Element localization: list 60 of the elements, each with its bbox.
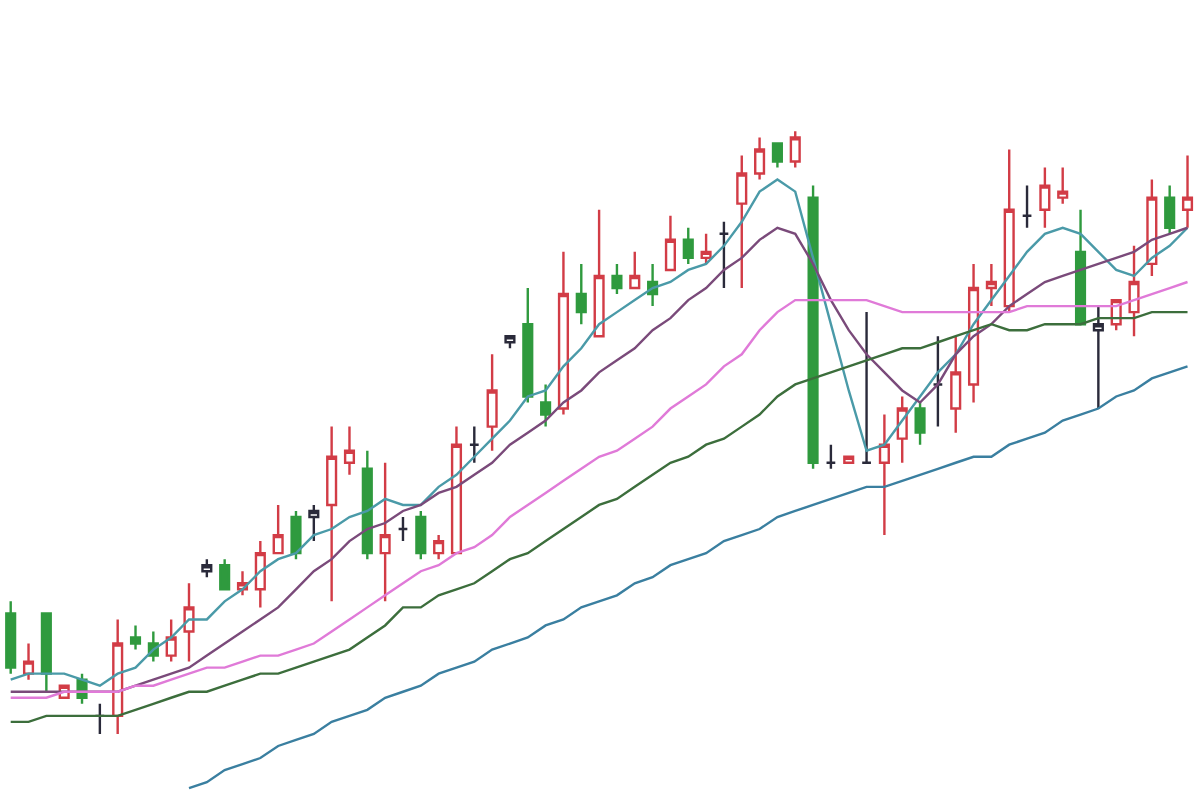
candlestick bbox=[593, 208, 605, 338]
candlestick bbox=[361, 449, 373, 561]
candlestick bbox=[629, 250, 641, 290]
candlestick bbox=[1021, 184, 1033, 229]
candlestick bbox=[540, 383, 552, 428]
candlestick bbox=[308, 503, 320, 543]
candlestick bbox=[1146, 178, 1158, 278]
candlestick bbox=[861, 310, 873, 464]
candlestick bbox=[290, 509, 302, 561]
candlestick bbox=[1092, 304, 1104, 410]
candlestick bbox=[878, 413, 890, 537]
candlestick bbox=[504, 335, 516, 350]
candlestick bbox=[450, 425, 463, 555]
candlestick bbox=[825, 443, 837, 470]
candlestick bbox=[112, 618, 124, 736]
candlestick bbox=[5, 600, 17, 675]
candlestick bbox=[985, 262, 997, 308]
candlestick bbox=[272, 503, 284, 555]
candlestick bbox=[254, 539, 266, 609]
candlestick bbox=[486, 353, 498, 452]
candlestick bbox=[611, 262, 623, 296]
candlestick bbox=[129, 624, 142, 651]
candlestick bbox=[700, 232, 712, 266]
candlestick bbox=[183, 582, 195, 663]
candlestick bbox=[1164, 184, 1176, 235]
candlestick bbox=[343, 425, 356, 477]
candlestick bbox=[914, 401, 926, 446]
candlestick bbox=[789, 130, 801, 169]
candlestick bbox=[1074, 208, 1087, 326]
candlestick bbox=[219, 557, 231, 591]
candlestick bbox=[379, 461, 391, 603]
candlestick bbox=[397, 515, 409, 543]
candlestick bbox=[557, 250, 570, 416]
candlestick bbox=[1128, 244, 1140, 338]
candlestick bbox=[771, 142, 783, 169]
candlestick bbox=[40, 612, 52, 693]
candlestick bbox=[433, 533, 445, 561]
candlestick bbox=[165, 618, 177, 663]
candlestick bbox=[22, 642, 35, 681]
candlestick bbox=[415, 509, 427, 561]
candlestick bbox=[326, 425, 338, 603]
candlestick bbox=[1039, 166, 1051, 229]
candlestick bbox=[522, 286, 534, 404]
candlestick bbox=[807, 184, 819, 470]
candlestick bbox=[468, 425, 480, 464]
candlestick bbox=[932, 335, 944, 428]
candlestick bbox=[950, 335, 962, 434]
candlestick bbox=[664, 214, 676, 272]
candlestick bbox=[575, 262, 587, 326]
candlestick bbox=[736, 154, 748, 290]
candlestick bbox=[896, 395, 908, 464]
candlestick bbox=[94, 702, 106, 736]
candlestick bbox=[1181, 154, 1194, 229]
candlestick bbox=[1057, 166, 1069, 205]
candlestick bbox=[1003, 148, 1015, 314]
candlestick bbox=[718, 220, 730, 290]
candlestick bbox=[967, 262, 980, 404]
candlestick bbox=[754, 136, 766, 181]
candlestick bbox=[201, 557, 213, 579]
candlestick bbox=[682, 226, 694, 266]
